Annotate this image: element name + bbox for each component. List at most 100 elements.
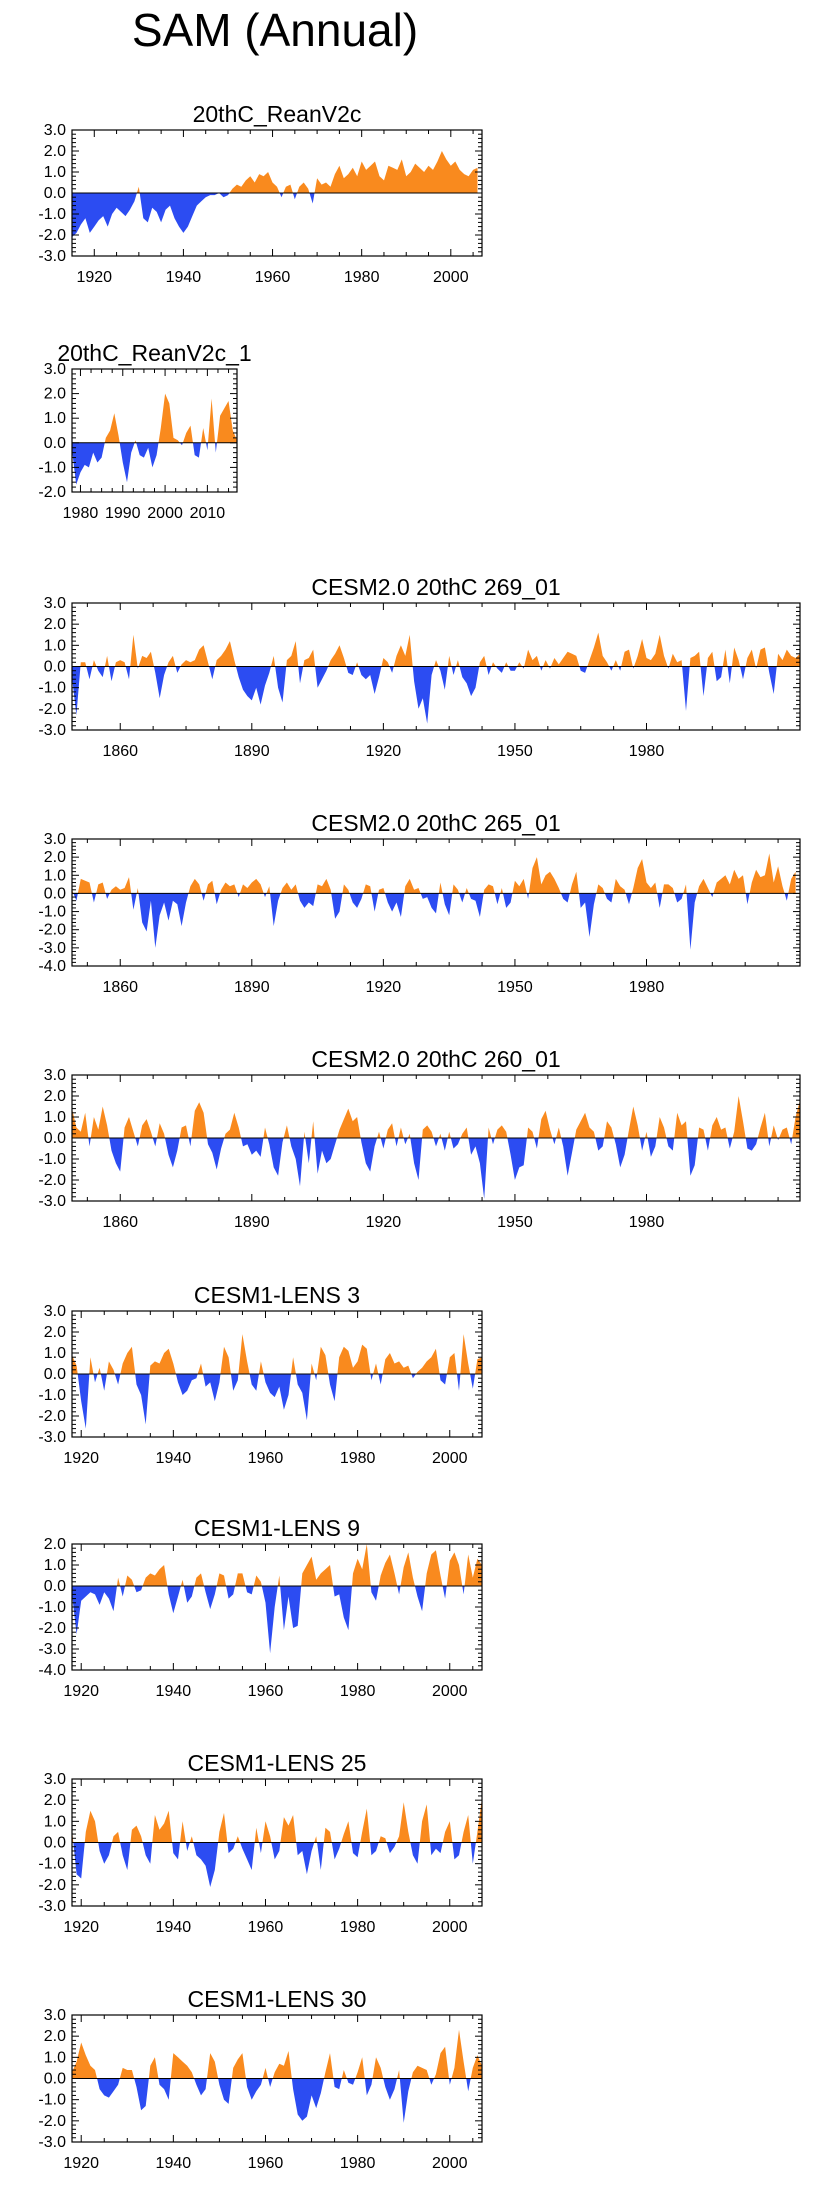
x-tick-label: 1920	[63, 2155, 99, 2172]
y-tick-label: -1.0	[38, 2092, 66, 2109]
y-tick-label: 0.0	[44, 2071, 66, 2088]
positive-area-series	[72, 1334, 482, 1374]
negative-area-series	[72, 666, 800, 724]
y-tick-label: -2.0	[38, 227, 66, 244]
positive-area-series	[72, 1544, 482, 1586]
y-tick-label: -3.0	[38, 2134, 66, 2151]
x-tick-label: 1890	[234, 1214, 270, 1231]
x-tick-label: 1960	[248, 1683, 284, 1700]
x-tick-label: 1920	[366, 979, 402, 996]
x-tick-label: 1920	[63, 1683, 99, 1700]
x-tick-label: 1920	[366, 1214, 402, 1231]
y-tick-label: 1.0	[44, 1557, 66, 1574]
x-tick-label: 2000	[432, 2155, 468, 2172]
positive-area-series	[72, 393, 237, 443]
plot-frame	[71, 838, 801, 967]
x-tick-label: 1980	[344, 269, 380, 286]
panel-title: 20thC_ReanV2c	[193, 101, 362, 127]
x-tick-label: 1980	[340, 2155, 376, 2172]
x-tick-label: 1860	[102, 1214, 138, 1231]
x-tick-label: 1960	[255, 269, 291, 286]
x-tick-label: 2000	[432, 1683, 468, 1700]
y-tick-label: 2.0	[44, 616, 66, 633]
negative-area-series	[72, 442, 237, 485]
x-tick-label: 1980	[629, 979, 665, 996]
y-tick-label: -1.0	[38, 206, 66, 223]
chart-panel-8: -3.0 -2.0 -1.0 0.0 1.0 2.0 3.0 1920 1940 1960 1980…	[38, 1750, 483, 1936]
positive-area-series	[72, 151, 478, 193]
y-tick-label: 0.0	[44, 1835, 66, 1852]
y-tick-label: -3.0	[38, 248, 66, 265]
y-tick-label: 2.0	[44, 849, 66, 866]
y-tick-label: 1.0	[44, 410, 66, 427]
y-tick-label: -2.0	[38, 1877, 66, 1894]
y-tick-label: 1.0	[44, 2049, 66, 2066]
positive-area-series	[72, 853, 796, 894]
x-tick-label: 1920	[63, 1450, 99, 1467]
chart-panel-3: -3.0 -2.0 -1.0 0.0 1.0 2.0 3.0 1860 1890 1920 1950…	[38, 574, 801, 760]
x-tick-label: 1980	[340, 1683, 376, 1700]
y-tick-label: 3.0	[44, 1303, 66, 1320]
x-tick-label: 2010	[190, 505, 226, 522]
y-tick-label: -1.0	[38, 1151, 66, 1168]
negative-area-series	[72, 1586, 482, 1654]
panel-title: CESM2.0 20thC 269_01	[311, 574, 560, 600]
x-tick-label: 1950	[497, 743, 533, 760]
y-tick-label: -3.0	[38, 1193, 66, 1210]
y-tick-label: -3.0	[38, 1898, 66, 1915]
x-tick-label: 1920	[76, 269, 112, 286]
panel-title: CESM1-LENS 3	[194, 1282, 360, 1308]
x-tick-label: 1860	[102, 743, 138, 760]
y-tick-label: 1.0	[44, 867, 66, 884]
panel-title: CESM1-LENS 25	[188, 1750, 367, 1776]
y-tick-label: 1.0	[44, 164, 66, 181]
y-tick-label: 0.0	[44, 185, 66, 202]
y-tick-label: 2.0	[44, 386, 66, 403]
y-tick-label: 1.0	[44, 1345, 66, 1362]
y-tick-label: 0.0	[44, 1130, 66, 1147]
x-tick-label: 2000	[433, 269, 469, 286]
y-tick-label: 3.0	[44, 122, 66, 139]
y-tick-label: -2.0	[38, 922, 66, 939]
x-tick-label: 1980	[629, 1214, 665, 1231]
y-tick-label: -1.0	[38, 904, 66, 921]
x-tick-label: 1980	[340, 1450, 376, 1467]
panel-title: 20thC_ReanV2c_1	[57, 340, 251, 366]
y-tick-label: -1.0	[38, 1856, 66, 1873]
x-tick-label: 1980	[340, 1919, 376, 1936]
positive-area-series	[72, 1096, 800, 1138]
y-tick-label: 2.0	[44, 2028, 66, 2045]
y-tick-label: -2.0	[38, 1620, 66, 1637]
chart-panel-7: -4.0 -3.0 -2.0 -1.0 0.0 1.0 2.0 1920 1940 1960 198…	[38, 1515, 483, 1700]
panel-title: CESM2.0 20thC 260_01	[311, 1046, 560, 1072]
y-tick-label: -1.0	[38, 680, 66, 697]
y-tick-label: -3.0	[38, 722, 66, 739]
x-tick-label: 2000	[432, 1450, 468, 1467]
y-tick-label: 0.0	[44, 1366, 66, 1383]
chart-panel-4: -4.0-3.0-2.0-1.0 0.01.02.03.0 1860 1890 1920…	[38, 810, 801, 996]
y-tick-label: 3.0	[44, 1067, 66, 1084]
y-tick-label: 0.0	[44, 659, 66, 676]
positive-area-series	[72, 2029, 482, 2079]
y-tick-label: -1.0	[38, 1599, 66, 1616]
x-tick-label: 1980	[629, 743, 665, 760]
y-tick-label: -2.0	[38, 2113, 66, 2130]
y-tick-label: 0.0	[44, 885, 66, 902]
y-tick-label: 2.0	[44, 1088, 66, 1105]
chart-panel-6: -3.0 -2.0 -1.0 0.0 1.0 2.0 3.0 1920 1940 1960 1980…	[38, 1282, 483, 1467]
x-tick-label: 1960	[248, 1919, 284, 1936]
y-tick-label: 3.0	[44, 595, 66, 612]
y-tick-label: 2.0	[44, 1536, 66, 1553]
plot-frame	[71, 1543, 483, 1671]
x-tick-label: 2000	[432, 1919, 468, 1936]
y-tick-label: 1.0	[44, 637, 66, 654]
negative-area-series	[72, 1842, 482, 1887]
y-tick-label: 2.0	[44, 1792, 66, 1809]
y-tick-label: -3.0	[38, 1429, 66, 1446]
x-tick-label: 1960	[248, 1450, 284, 1467]
x-tick-label: 1950	[497, 1214, 533, 1231]
x-tick-label: 1940	[156, 2155, 192, 2172]
negative-area-series	[72, 193, 478, 238]
panel-title: CESM1-LENS 30	[188, 1986, 367, 2012]
